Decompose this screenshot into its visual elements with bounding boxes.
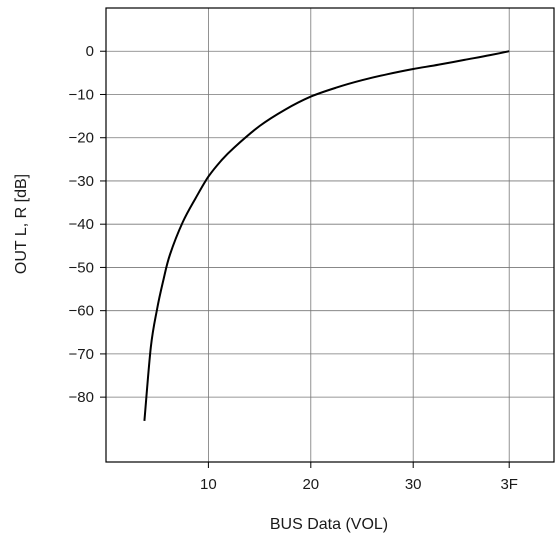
- y-tick-label: −80: [69, 389, 94, 406]
- data-series: [143, 50, 510, 421]
- y-tick-labels: 0 −10 −20 −30 −40 −50 −60 −70 −80: [69, 43, 106, 406]
- x-tick-label: 20: [302, 476, 319, 493]
- plot-frame: [105, 7, 555, 463]
- y-tick-label: −20: [69, 130, 94, 147]
- x-axis-label: BUS Data (VOL): [270, 516, 388, 533]
- y-tick-label: −30: [69, 173, 94, 190]
- series-line: [143, 50, 510, 421]
- y-tick-label: −50: [69, 259, 94, 276]
- y-tick-label: −70: [69, 346, 94, 363]
- x-tick-label: 30: [405, 476, 422, 493]
- y-tick-label: −40: [69, 216, 94, 233]
- y-tick-label: −60: [69, 303, 94, 320]
- y-tick-label: 0: [86, 43, 94, 60]
- x-tick-label: 3F: [500, 476, 518, 493]
- x-tick-labels: 10 20 30 3F: [200, 462, 518, 493]
- grid-lines: [106, 8, 554, 462]
- y-axis-label: OUT L, R [dB]: [13, 174, 30, 274]
- y-tick-label: −10: [69, 86, 94, 103]
- x-tick-label: 10: [200, 476, 217, 493]
